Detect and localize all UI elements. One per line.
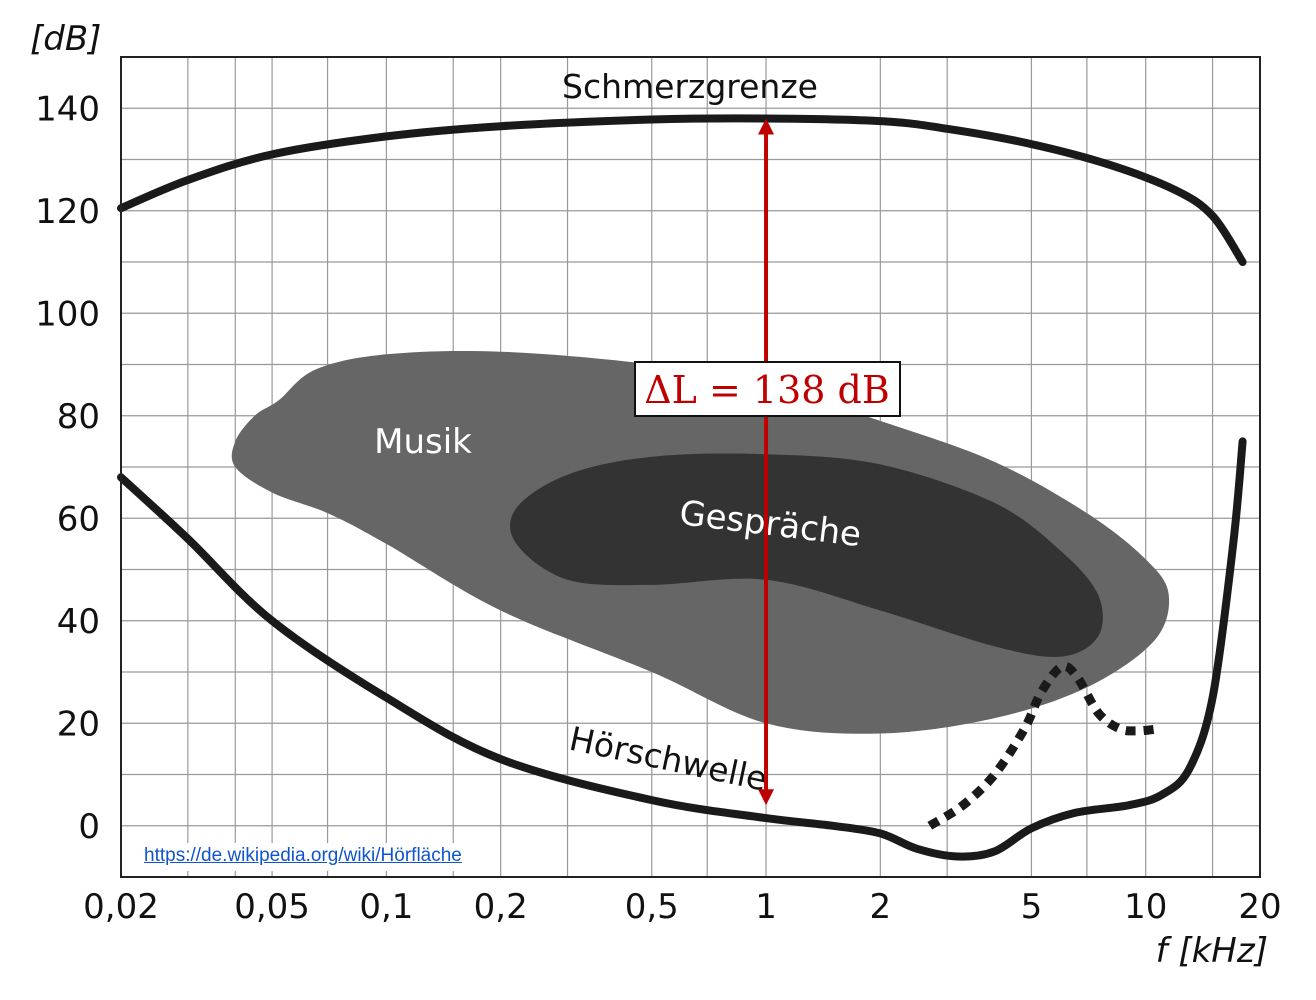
region-gespraeche xyxy=(510,453,1103,657)
x-tick-label: 0,02 xyxy=(83,887,159,927)
delta-arrow-head-down xyxy=(758,789,775,806)
delta-label: ΔL = 138 dB xyxy=(644,368,890,412)
x-tick-label: 0,2 xyxy=(474,887,528,927)
delta-arrow-head-up xyxy=(758,118,775,135)
x-tick-label: 10 xyxy=(1124,887,1167,927)
y-tick-label: 40 xyxy=(57,602,100,642)
schmerzgrenze-label: Schmerzgrenze xyxy=(562,67,818,106)
source-link[interactable]: https://de.wikipedia.org/wiki/Hörfläche xyxy=(140,843,468,871)
x-tick-label: 1 xyxy=(755,887,777,927)
tick-labels: 0,02 0,05 0,1 0,2 0,5 1 2 5 10 20 0 20 40 60 80 100 120 1… xyxy=(35,89,1282,927)
y-axis-unit: [dB] xyxy=(30,19,101,59)
x-axis-unit: f [kHz] xyxy=(1156,931,1268,971)
y-tick-label: 0 xyxy=(78,807,100,847)
y-tick-label: 100 xyxy=(35,294,100,334)
curves xyxy=(117,114,1247,861)
y-tick-label: 120 xyxy=(35,192,100,232)
y-tick-label: 60 xyxy=(57,499,100,539)
regions xyxy=(231,350,1170,734)
hoerschwelle-curve xyxy=(117,437,1247,861)
x-tick-label: 2 xyxy=(870,887,892,927)
schmerzgrenze-curve xyxy=(117,114,1247,266)
delta-label-box xyxy=(634,361,901,417)
x-tick-label: 0,05 xyxy=(234,887,310,927)
plot-frame xyxy=(120,56,1261,878)
x-tick-label: 5 xyxy=(1021,887,1043,927)
x-tick-label: 0,1 xyxy=(359,887,413,927)
delta-arrow xyxy=(758,118,775,806)
x-tick-label: 20 xyxy=(1238,887,1281,927)
y-tick-label: 140 xyxy=(35,89,100,129)
y-tick-label: 20 xyxy=(57,704,100,744)
x-tick-label: 0,5 xyxy=(625,887,679,927)
musik-label: Musik xyxy=(374,422,472,462)
y-tick-label: 80 xyxy=(57,397,100,437)
